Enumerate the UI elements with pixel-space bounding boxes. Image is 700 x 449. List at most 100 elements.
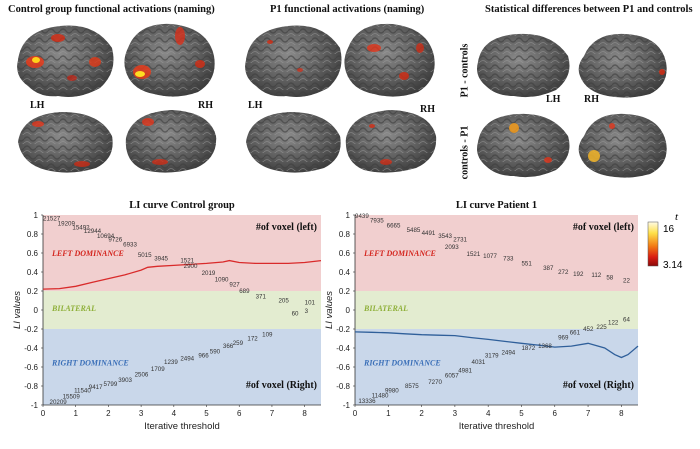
chart0-voxel-left-count: 1521 <box>180 258 194 265</box>
chart0-zone-bilateral-label: BILATERAL <box>51 304 96 313</box>
control-group-title: Control group functional activations (na… <box>8 4 215 15</box>
chart0-voxel-right-count: 259 <box>233 340 244 347</box>
chart1-voxel-right-count: 4031 <box>472 359 486 366</box>
chart1-group: LI curve Patient 1 1 0.8 0.6 0.4 0.2 0 -0.2 -0.4… <box>324 200 639 432</box>
brain-p1-rh-lateral <box>344 23 435 97</box>
chart1-voxel-right-count: 225 <box>596 324 607 331</box>
chart0-voxel-right-count: 9417 <box>89 384 103 391</box>
chart1-voxel-left-count: 58 <box>606 275 613 282</box>
chart0-group: LI curve Control group 1 0.8 0.6 0.4 0.2 0 -0.2… <box>12 200 322 432</box>
chart1-xtick-label: 1 <box>386 409 391 418</box>
chart1-xlabel: Iterative threshold <box>459 421 535 432</box>
rh-label-control: RH <box>198 100 213 111</box>
chart1-zone-left-bg <box>355 215 638 291</box>
chart0-series-line <box>42 259 322 290</box>
chart1-voxel-right-title: #of voxel (Right) <box>563 380 634 391</box>
rh-label-p1: RH <box>420 104 435 115</box>
chart0-voxel-left-count: 21527 <box>43 216 61 223</box>
chart0-voxel-left-count: 3945 <box>154 256 168 263</box>
brain-control-rh-lateral <box>124 23 215 97</box>
chart0-ytick-label: -0.8 <box>24 382 38 391</box>
chart1-voxel-left-count: 7935 <box>370 218 384 225</box>
rh-label-stat: RH <box>584 94 599 105</box>
chart0-xtick-label: 4 <box>172 409 177 418</box>
brain-stat-controls-p1-lh <box>477 113 570 178</box>
chart0-voxel-left-count: 10694 <box>97 233 115 240</box>
chart1-ytick-label: 1 <box>346 211 351 220</box>
chart0-voxel-left-count: 19209 <box>58 220 76 227</box>
chart0-xlabel: Iterative threshold <box>144 421 220 432</box>
chart0-voxel-right-count: 590 <box>210 349 221 356</box>
chart0-xtick-label: 6 <box>237 409 242 418</box>
chart0-ytick-label: -0.4 <box>24 344 38 353</box>
chart0-voxel-right-title: #of voxel (Right) <box>246 380 317 391</box>
chart0-ytick-label: 0.8 <box>27 230 39 239</box>
chart0-voxel-right-count: 366 <box>223 343 234 350</box>
chart1-voxel-left-count: 22 <box>623 277 630 284</box>
chart1-voxel-right-count: 1368 <box>538 343 552 350</box>
chart0-ytick-label: 0.2 <box>27 287 39 296</box>
brain-p1-lh-medial <box>246 112 341 173</box>
chart0-xtick-label: 2 <box>106 409 111 418</box>
chart1-title: LI curve Patient 1 <box>456 200 537 211</box>
chart1-voxel-right-count: 4981 <box>458 368 472 375</box>
lh-label-p1: LH <box>248 100 263 111</box>
chart0-ytick-label: 1 <box>34 211 39 220</box>
chart1-voxel-right-count: 13336 <box>358 398 376 405</box>
chart0-voxel-right-count: 172 <box>247 335 258 342</box>
chart1-voxel-right-count: 7270 <box>428 379 442 386</box>
chart0-voxel-left-count: 5015 <box>138 252 152 259</box>
chart1-ytick-label: -0.8 <box>336 382 350 391</box>
chart0-voxel-left-count: 9726 <box>108 237 122 244</box>
chart1-ylabel: LI values <box>324 291 335 329</box>
chart0-zone-left-label: LEFT DOMINANCE <box>51 249 124 258</box>
chart1-zone-bilateral-label: BILATERAL <box>363 304 408 313</box>
chart1-ytick-label: 0.6 <box>339 249 351 258</box>
chart1-ytick-label: -0.6 <box>336 363 350 372</box>
chart1-voxel-left-count: 112 <box>591 272 601 279</box>
chart0-voxel-right-count: 2494 <box>180 355 194 362</box>
chart1-voxel-right-count: 3179 <box>485 353 499 360</box>
chart0-voxel-left-count: 3 <box>305 308 309 315</box>
chart0-voxel-right-count: 1239 <box>164 359 178 366</box>
p1-title: P1 functional activations (naming) <box>270 4 425 15</box>
chart1-voxel-right-count: 1872 <box>521 345 535 352</box>
lh-label-stat: LH <box>546 94 561 105</box>
chart0-ytick-label: 0.6 <box>27 249 39 258</box>
chart1-voxel-right-count: 2494 <box>501 350 515 357</box>
brain-stat-p1-controls-rh <box>578 33 667 98</box>
chart0-ytick-label: -0.2 <box>24 325 38 334</box>
brain-control-lh-medial <box>18 112 113 173</box>
brain-p1-lh-lateral <box>245 25 342 97</box>
chart1-voxel-right-count: 452 <box>583 326 594 333</box>
chart1-voxel-right-count: 969 <box>558 334 569 341</box>
colorbar-min: 3.14 <box>663 260 683 271</box>
chart0-title: LI curve Control group <box>129 200 235 211</box>
brain-stat-controls-p1-rh <box>578 113 667 178</box>
chart1-xtick-label: 2 <box>419 409 424 418</box>
chart1-zone-right-bg <box>355 329 638 405</box>
colorbar-max: 16 <box>663 224 675 235</box>
chart1-zone-left-label: LEFT DOMINANCE <box>363 249 436 258</box>
chart1-zone-bilateral-bg <box>355 291 638 329</box>
chart1-voxel-right-count: 661 <box>570 330 581 337</box>
chart1-ytick-label: 0 <box>346 306 351 315</box>
chart1-voxel-left-count: 192 <box>573 271 584 278</box>
chart0-zone-left-bg <box>43 215 321 291</box>
chart0-voxel-left-count: 205 <box>278 297 289 304</box>
chart0-voxel-left-count: 2900 <box>184 263 198 270</box>
colorbar-symbol: t <box>675 211 679 223</box>
chart1-series-line <box>354 331 639 359</box>
chart1-voxel-left-count: 4491 <box>422 230 436 237</box>
chart0-voxel-right-count: 109 <box>262 332 273 339</box>
chart1-xtick-label: 8 <box>619 409 624 418</box>
chart1-voxel-right-count: 9980 <box>385 388 399 395</box>
lh-label-control: LH <box>30 100 45 111</box>
chart1-voxel-right-count: 11480 <box>372 392 389 399</box>
chart1-ytick-label: -0.4 <box>336 344 350 353</box>
chart1-voxel-left-count: 387 <box>543 265 554 272</box>
chart1-ytick-label: 0.8 <box>339 230 351 239</box>
chart0-xtick-label: 1 <box>73 409 78 418</box>
chart1-voxel-right-count: 6057 <box>445 372 459 379</box>
chart1-ytick-label: -0.2 <box>336 325 350 334</box>
